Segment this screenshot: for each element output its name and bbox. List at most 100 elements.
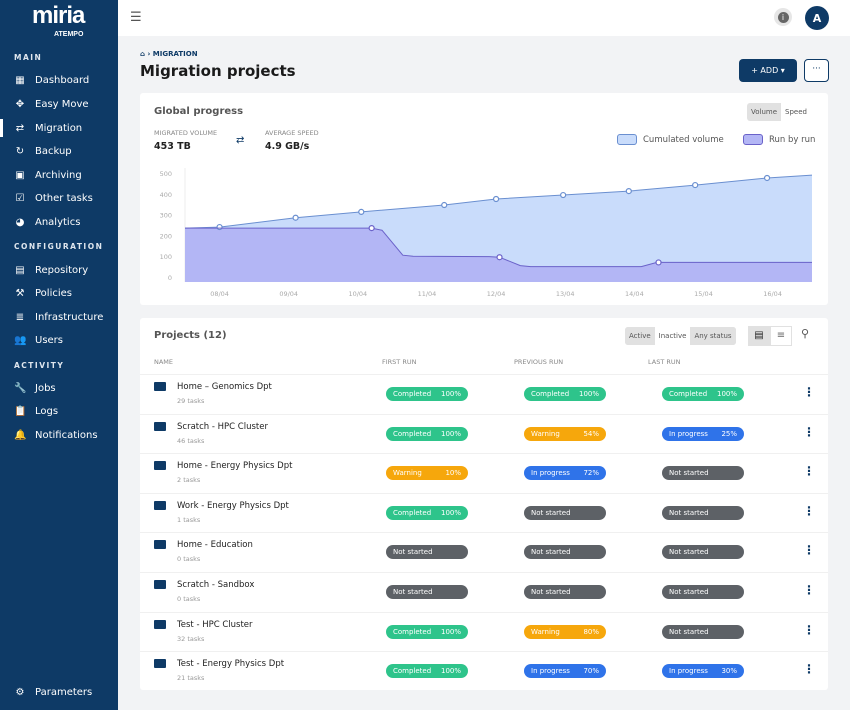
miria-logo[interactable]: miria ATEMPO — [32, 4, 102, 40]
card-view-icon[interactable]: ▤ — [748, 326, 770, 346]
section-configuration: CONFIGURATION — [14, 242, 104, 251]
row-menu-icon[interactable]: ⋮ — [803, 543, 815, 558]
folder-icon — [154, 382, 166, 391]
table-row[interactable]: Home - Education 0 tasks Not started Not s… — [140, 532, 828, 571]
row-menu-icon[interactable]: ⋮ — [803, 503, 815, 518]
sidebar-item-migration[interactable]: ⇄ Migration — [0, 117, 118, 139]
data-point[interactable] — [492, 195, 500, 203]
data-point[interactable] — [496, 254, 503, 261]
status-badge: Not started — [524, 545, 606, 560]
folder-icon — [154, 619, 166, 629]
backup-icon: ↻ — [15, 145, 25, 157]
table-row[interactable]: Home – Genomics Dpt 29 tasks Completed 100… — [140, 374, 828, 413]
sidebar-item-users[interactable]: 👥 Users — [14, 334, 64, 346]
table-row[interactable]: Scratch - Sandbox 0 tasks Not started Not … — [140, 572, 828, 611]
data-point[interactable] — [358, 208, 365, 215]
table-row[interactable]: Work - Energy Physics Dpt 1 tasks Complet… — [140, 492, 828, 532]
status-badge: In progress 72% — [524, 466, 606, 481]
sidebar-item-dashboard[interactable]: ▦ Dashboard — [15, 74, 90, 86]
gavel-icon: ⚒ — [15, 287, 25, 299]
sidebar-item-parameters[interactable]: ⚙ Parameters — [15, 686, 93, 698]
toggle-speed[interactable]: Speed — [781, 103, 811, 121]
legend-run-by-run[interactable]: Run by run — [743, 134, 815, 145]
folder-icon — [154, 421, 166, 431]
collapse-menu-icon[interactable]: ☰ — [130, 10, 142, 25]
project-tasks: 1 tasks — [177, 515, 201, 524]
status-badge: Not started — [524, 585, 606, 599]
row-menu-icon[interactable]: ⋮ — [803, 622, 815, 637]
status-badge: Warning 80% — [524, 624, 606, 639]
data-point[interactable] — [292, 214, 299, 221]
archive-icon: ▣ — [15, 169, 25, 181]
sidebar-item-policies[interactable]: ⚒ Policies — [15, 287, 72, 299]
data-point[interactable] — [692, 181, 699, 189]
row-menu-icon[interactable]: ⋮ — [803, 385, 815, 399]
global-progress-card: Global progress Volume Speed MIGRATED VO… — [140, 93, 828, 305]
project-tasks: 0 tasks — [177, 595, 201, 603]
sidebar-item-jobs[interactable]: 🔧 Jobs — [14, 382, 56, 394]
swap-icon: ⇄ — [236, 135, 245, 146]
search-icon[interactable]: ⚲ — [801, 327, 810, 340]
list-view-icon[interactable]: ≡ — [770, 326, 792, 346]
x-tick-label: 16/04 — [763, 290, 782, 298]
project-name[interactable]: Test - HPC Cluster — [177, 619, 253, 630]
row-menu-icon[interactable]: ⋮ — [803, 464, 815, 479]
project-name[interactable]: Scratch - HPC Cluster — [177, 421, 268, 432]
x-tick-label: 08/04 — [210, 290, 229, 298]
server-icon: ≣ — [15, 311, 25, 323]
project-name[interactable]: Home - Energy Physics Dpt — [177, 461, 293, 472]
x-tick-label: 13/04 — [556, 290, 575, 298]
row-menu-icon[interactable]: ⋮ — [803, 583, 815, 597]
row-menu-icon[interactable]: ⋮ — [803, 662, 815, 677]
legend-cumulated[interactable]: Cumulated volume — [617, 134, 724, 145]
data-point[interactable] — [655, 259, 662, 266]
row-menu-icon[interactable]: ⋮ — [803, 424, 815, 439]
data-point[interactable] — [216, 223, 223, 231]
more-options-button[interactable]: ··· — [804, 59, 829, 82]
sidebar-item-backup[interactable]: ↻ Backup — [15, 145, 72, 157]
wrench-icon: 🔧 — [14, 382, 27, 394]
sidebar-item-logs[interactable]: 📋 Logs — [14, 405, 59, 417]
add-button[interactable]: + ADD ▾ — [739, 59, 797, 82]
sidebar-item-easy-move[interactable]: ✥ Easy Move — [15, 98, 89, 110]
project-name[interactable]: Home - Education — [177, 540, 253, 551]
project-name[interactable]: Home – Genomics Dpt — [177, 382, 272, 392]
project-name[interactable]: Test - Energy Physics Dpt — [177, 659, 285, 670]
y-tick-label: 100 — [160, 253, 172, 261]
table-row[interactable]: Home - Energy Physics Dpt 2 tasks Warning… — [140, 453, 828, 492]
data-point[interactable] — [441, 201, 448, 209]
toggle-volume[interactable]: Volume — [747, 103, 782, 121]
series-area-1 — [185, 228, 812, 282]
sidebar-item-infrastructure[interactable]: ≣ Infrastructure — [15, 311, 104, 323]
data-point[interactable] — [560, 191, 567, 199]
sidebar-item-repository[interactable]: ▤ Repository — [15, 264, 89, 276]
data-point[interactable] — [368, 225, 375, 232]
sidebar-item-analytics[interactable]: ◕ Analytics — [15, 216, 81, 228]
table-row[interactable]: Test - Energy Physics Dpt 21 tasks Comple… — [140, 651, 828, 690]
status-badge: Completed 100% — [386, 426, 468, 441]
avatar[interactable]: A — [805, 6, 829, 30]
data-point[interactable] — [763, 174, 771, 182]
home-icon[interactable]: ⌂ — [140, 50, 146, 58]
filter-inactive[interactable]: Inactive — [654, 327, 691, 345]
table-row[interactable]: Test - HPC Cluster 32 tasks Completed 100%… — [140, 611, 828, 651]
status-badge: Completed 100% — [386, 624, 468, 639]
logo-wordmark: miria — [32, 2, 85, 29]
pie-chart-icon: ◕ — [15, 216, 25, 228]
filter-any-status[interactable]: Any status — [690, 327, 736, 345]
breadcrumb: ⌂ › MIGRATION — [140, 50, 198, 58]
data-point[interactable] — [625, 187, 632, 195]
sidebar-item-other-tasks[interactable]: ☑ Other tasks — [15, 192, 93, 204]
sidebar-item-archiving[interactable]: ▣ Archiving — [15, 169, 82, 181]
project-name[interactable]: Work - Energy Physics Dpt — [177, 500, 289, 511]
project-tasks: 21 tasks — [177, 674, 205, 683]
project-name[interactable]: Scratch - Sandbox — [177, 580, 255, 590]
sidebar-item-notifications[interactable]: 🔔 Notifications — [14, 429, 98, 441]
y-tick-label: 500 — [160, 170, 172, 178]
status-badge: Not started — [662, 466, 744, 481]
table-row[interactable]: Scratch - HPC Cluster 46 tasks Completed 1… — [140, 413, 828, 453]
info-button[interactable]: i — [774, 8, 792, 26]
filter-active[interactable]: Active — [625, 327, 655, 345]
status-badge: Not started — [662, 545, 744, 560]
folder-icon — [154, 580, 166, 589]
